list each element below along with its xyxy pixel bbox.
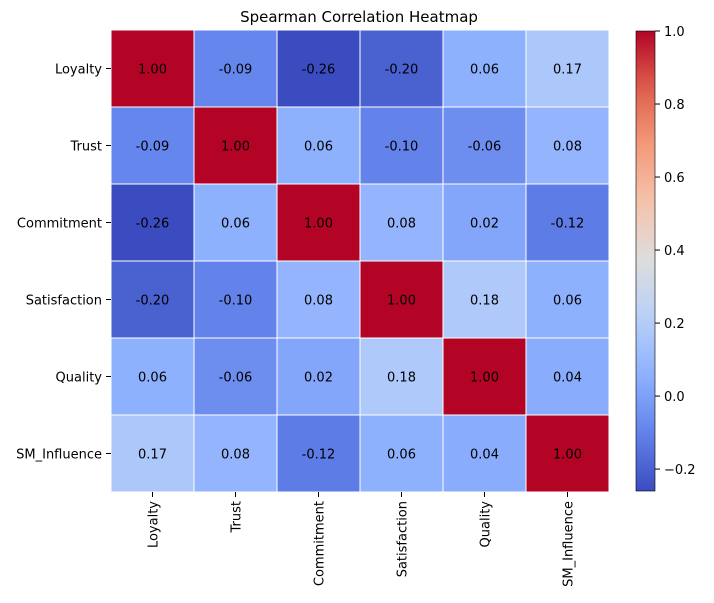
heatmap-cell bbox=[193, 29, 278, 108]
cell-value-label: 1.00 bbox=[553, 448, 582, 463]
cell-value-label: 0.17 bbox=[138, 448, 167, 463]
colorbar-tick-label: 1.0 bbox=[664, 25, 685, 40]
cell-value-label: 0.06 bbox=[138, 371, 167, 386]
heatmap-cell bbox=[525, 414, 610, 493]
heatmap-cell bbox=[110, 337, 195, 416]
heatmap-cell bbox=[442, 183, 527, 262]
colorbar-tick-label: 0.8 bbox=[664, 98, 685, 113]
colorbar-gradient bbox=[636, 31, 655, 491]
heatmap-cell bbox=[442, 260, 527, 339]
cell-value-label: -0.06 bbox=[468, 140, 502, 155]
cell-value-label: 0.18 bbox=[387, 371, 416, 386]
colorbar-tick-label: 0.0 bbox=[664, 390, 685, 405]
x-tick-label: Trust bbox=[230, 501, 245, 533]
x-tick-label: Quality bbox=[479, 501, 494, 548]
x-tick-label: Commitment bbox=[313, 501, 328, 586]
cell-value-label: -0.09 bbox=[136, 140, 170, 155]
cell-value-label: 0.08 bbox=[221, 448, 250, 463]
heatmap-cell bbox=[442, 337, 527, 416]
heatmap-cell bbox=[359, 260, 444, 339]
cell-value-label: -0.10 bbox=[385, 140, 419, 155]
heatmap-cell bbox=[276, 29, 361, 108]
cell-value-label: -0.09 bbox=[219, 63, 253, 78]
cell-value-label: 1.00 bbox=[387, 294, 416, 309]
heatmap-cell bbox=[193, 260, 278, 339]
heatmap-cell bbox=[359, 29, 444, 108]
cell-value-label: 0.04 bbox=[553, 371, 582, 386]
heatmap-cell bbox=[359, 183, 444, 262]
cell-value-label: 0.08 bbox=[304, 294, 333, 309]
y-tick-label: Loyalty bbox=[55, 63, 102, 78]
cell-value-label: -0.20 bbox=[136, 294, 170, 309]
cell-value-label: 0.17 bbox=[553, 63, 582, 78]
heatmap-cell bbox=[525, 29, 610, 108]
heatmap-cell bbox=[525, 260, 610, 339]
cell-value-label: 0.18 bbox=[470, 294, 499, 309]
cell-value-label: 1.00 bbox=[304, 217, 333, 232]
cell-value-label: 0.06 bbox=[221, 217, 250, 232]
x-axis-labels: Loyalty Trust Commitment Satisfaction Qualit… bbox=[147, 492, 577, 587]
heatmap-cell bbox=[525, 337, 610, 416]
x-tick-label: Loyalty bbox=[147, 501, 162, 548]
colorbar-tick-label: 0.6 bbox=[664, 171, 685, 186]
colorbar: −0.2 0.0 0.2 0.4 0.6 0.8 1.0 bbox=[635, 25, 696, 492]
colorbar-frame bbox=[635, 30, 656, 492]
heatmap-cell bbox=[110, 183, 195, 262]
heatmap-cell bbox=[359, 106, 444, 185]
heatmap-cells: 1.00 -0.09 -0.26 -0.20 0.06 0.17 -0.09 1.00 0.06… bbox=[110, 29, 610, 493]
cell-value-label: 1.00 bbox=[221, 140, 250, 155]
heatmap-cell bbox=[525, 106, 610, 185]
y-tick-label: Quality bbox=[56, 371, 103, 386]
cell-value-label: -0.26 bbox=[136, 217, 170, 232]
cell-value-label: 0.06 bbox=[304, 140, 333, 155]
heatmap-cell bbox=[110, 29, 195, 108]
y-tick-label: Commitment bbox=[17, 217, 102, 232]
cell-value-label: -0.06 bbox=[219, 371, 253, 386]
cell-value-label: 0.02 bbox=[470, 217, 499, 232]
cell-value-label: 0.08 bbox=[387, 217, 416, 232]
heatmap-cell bbox=[525, 183, 610, 262]
heatmap-cell bbox=[193, 183, 278, 262]
cell-value-label: -0.26 bbox=[302, 63, 336, 78]
y-tick-label: SM_Influence bbox=[16, 448, 102, 463]
y-tick-label: Satisfaction bbox=[26, 294, 102, 309]
heatmap-cell bbox=[193, 106, 278, 185]
y-axis-labels: Loyalty Trust Commitment Satisfaction Qualit… bbox=[16, 63, 111, 463]
colorbar-tick-label: 0.4 bbox=[664, 244, 685, 259]
cell-value-label: -0.10 bbox=[219, 294, 253, 309]
heatmap-cell bbox=[276, 260, 361, 339]
x-tick-label: Satisfaction bbox=[396, 501, 411, 577]
y-tick-label: Trust bbox=[70, 140, 102, 155]
cell-value-label: 0.08 bbox=[553, 140, 582, 155]
chart-title: Spearman Correlation Heatmap bbox=[240, 8, 478, 26]
heatmap-cell bbox=[110, 260, 195, 339]
cell-value-label: 0.06 bbox=[553, 294, 582, 309]
x-tick-label: SM_Influence bbox=[562, 501, 577, 587]
cell-value-label: 1.00 bbox=[138, 63, 167, 78]
cell-value-label: 0.04 bbox=[470, 448, 499, 463]
cell-value-label: -0.12 bbox=[302, 448, 336, 463]
cell-value-label: -0.12 bbox=[551, 217, 585, 232]
heatmap-cell bbox=[276, 337, 361, 416]
heatmap-cell bbox=[110, 414, 195, 493]
cell-value-label: 0.06 bbox=[470, 63, 499, 78]
colorbar-tick-label: 0.2 bbox=[664, 317, 685, 332]
cell-value-label: -0.20 bbox=[385, 63, 419, 78]
cell-value-label: 0.06 bbox=[387, 448, 416, 463]
cell-value-label: 0.02 bbox=[304, 371, 333, 386]
cell-value-label: 1.00 bbox=[470, 371, 499, 386]
colorbar-tick-label: −0.2 bbox=[664, 463, 696, 478]
heatmap-cell bbox=[442, 29, 527, 108]
heatmap-cell bbox=[359, 337, 444, 416]
heatmap-cell bbox=[442, 414, 527, 493]
